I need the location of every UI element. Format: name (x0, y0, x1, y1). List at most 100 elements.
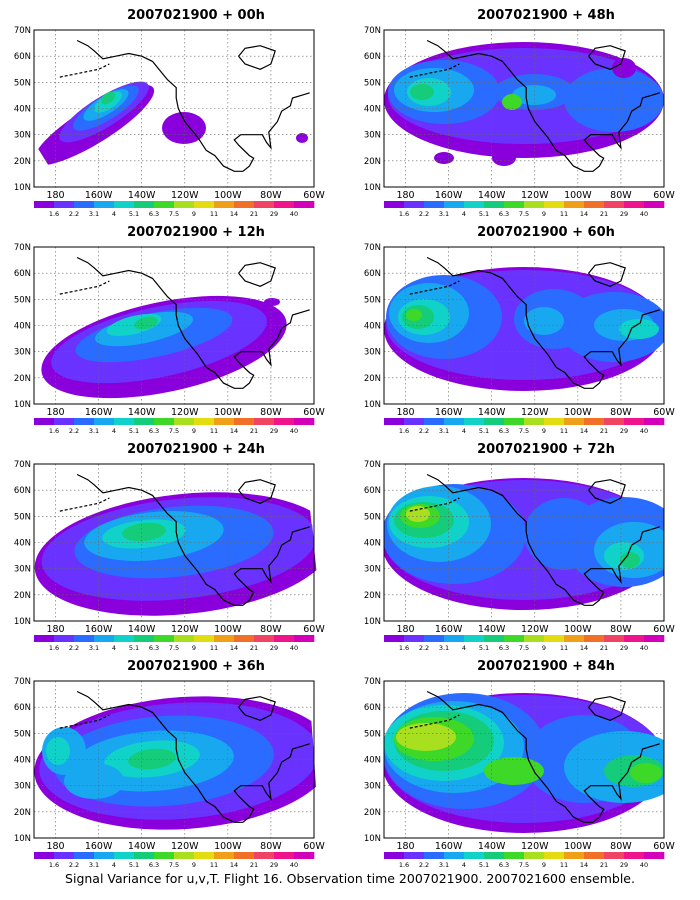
colorbar-tick-label: 5.1 (479, 644, 489, 652)
lat-tick-label: 30N (14, 131, 31, 141)
lon-tick-label: 180 (396, 624, 414, 635)
lat-tick-label: 50N (14, 78, 31, 88)
colorbar-tick-label: 3.1 (89, 861, 99, 869)
map-frame (33, 29, 315, 188)
lon-tick-label: 60W (303, 407, 325, 418)
variance-shading (34, 696, 319, 830)
color-bar: 1.6 2.2 3.1 4 5.1 6.3 7.5 9 11 14 21 29 40 (384, 418, 665, 435)
lon-tick-label: 80W (260, 190, 282, 201)
lon-tick-label: 60W (653, 841, 675, 852)
colorbar-tick-label: 6.3 (149, 210, 159, 218)
colorbar-tick-label: 9 (192, 427, 196, 435)
colorbar-tick-label: 7.5 (169, 427, 179, 435)
map-plot: 70N 60N 50N 40N 30N 20N 10N 180 160W 140W 120W 100W… (364, 460, 676, 652)
lon-tick-label: 140W (478, 624, 506, 635)
lat-tick-label: 20N (364, 157, 381, 167)
forecast-panel-p36: 2007021900 + 36h 70N 60N 50N 40N 30N 20N 10N 180… (14, 659, 366, 877)
colorbar-tick-label: 6.3 (499, 861, 509, 869)
lon-tick-label: 160W (85, 624, 113, 635)
colorbar-tick-label: 21 (600, 210, 608, 218)
colorbar-tick-label: 7.5 (169, 210, 179, 218)
colorbar-tick-label: 2.2 (69, 427, 79, 435)
colorbar-tick-label: 21 (250, 644, 258, 652)
variance-shading (384, 478, 664, 610)
colorbar-tick-label: 29 (270, 210, 278, 218)
panel-title: 2007021900 + 48h (477, 8, 615, 23)
lon-tick-label: 80W (260, 841, 282, 852)
colorbar-tick-label: 5.1 (129, 210, 139, 218)
colorbar-tick-label: 3.1 (89, 210, 99, 218)
lon-tick-label: 100W (214, 841, 242, 852)
lat-tick-label: 70N (14, 243, 31, 253)
map-frame (383, 29, 665, 188)
coastline (409, 690, 660, 823)
colorbar-tick-label: 21 (600, 861, 608, 869)
lat-tick-label: 40N (364, 105, 381, 115)
lat-tick-label: 30N (364, 782, 381, 792)
lat-tick-label: 70N (14, 460, 31, 470)
lat-tick-label: 70N (364, 460, 381, 470)
lon-tick-label: 60W (303, 190, 325, 201)
lon-tick-label: 120W (171, 624, 199, 635)
lon-tick-label: 100W (564, 190, 592, 201)
forecast-panel-p48: 2007021900 + 48h 70N 60N 50N 40N 30N 20N 10N 180… (364, 8, 700, 226)
map-frame (383, 680, 665, 839)
colorbar-tick-label: 21 (250, 861, 258, 869)
colorbar-tick-label: 29 (620, 427, 628, 435)
lat-tick-label: 60N (364, 486, 381, 496)
forecast-panel-p84: 2007021900 + 84h 70N 60N 50N 40N 30N 20N 10N 180… (364, 659, 700, 877)
forecast-panel-p00: 2007021900 + 00h 70N 60N 50N 40N 30N 20N 10N 180… (14, 8, 366, 226)
colorbar-tick-label: 1.6 (49, 644, 59, 652)
colorbar-tick-label: 9 (542, 861, 546, 869)
colorbar-tick-label: 2.2 (419, 861, 429, 869)
colorbar-tick-label: 4 (462, 861, 466, 869)
lat-tick-label: 10N (14, 617, 31, 627)
lon-tick-label: 160W (85, 190, 113, 201)
lon-tick-label: 140W (478, 407, 506, 418)
colorbar-tick-label: 9 (192, 644, 196, 652)
colorbar-tick-label: 6.3 (149, 644, 159, 652)
map-frame (33, 246, 315, 405)
colorbar-tick-label: 40 (640, 427, 648, 435)
colorbar-tick-label: 9 (542, 644, 546, 652)
grid-lines (34, 247, 315, 404)
lat-tick-label: 40N (364, 539, 381, 549)
colorbar-tick-label: 14 (230, 861, 238, 869)
colorbar-tick-label: 40 (640, 644, 648, 652)
lat-tick-label: 60N (14, 52, 31, 62)
colorbar-tick-label: 4 (112, 644, 116, 652)
colorbar-tick-label: 1.6 (399, 210, 409, 218)
forecast-panel-p12: 2007021900 + 12h 70N 60N 50N 40N 30N 20N 10N 180… (14, 225, 366, 443)
colorbar-tick-label: 5.1 (479, 427, 489, 435)
lon-tick-label: 180 (46, 624, 64, 635)
colorbar-tick-label: 21 (600, 644, 608, 652)
lon-tick-label: 60W (303, 841, 325, 852)
lat-tick-label: 10N (14, 400, 31, 410)
colorbar-tick-label: 5.1 (129, 861, 139, 869)
forecast-panel-p72: 2007021900 + 72h 70N 60N 50N 40N 30N 20N 10N 180… (364, 442, 700, 660)
colorbar-tick-label: 4 (112, 427, 116, 435)
lat-tick-label: 20N (364, 374, 381, 384)
map-plot: 70N 60N 50N 40N 30N 20N 10N 180 160W 140W 120W 100W… (14, 243, 326, 435)
lat-tick-label: 30N (14, 565, 31, 575)
colorbar-tick-label: 3.1 (439, 210, 449, 218)
lon-tick-label: 60W (653, 190, 675, 201)
colorbar-tick-label: 40 (290, 861, 298, 869)
lat-tick-label: 70N (14, 677, 31, 687)
lat-tick-label: 70N (364, 677, 381, 687)
map-plot: 70N 60N 50N 40N 30N 20N 10N 180 160W 140W 120W 100W… (14, 677, 326, 869)
colorbar-tick-label: 9 (542, 427, 546, 435)
colorbar-tick-label: 11 (210, 427, 218, 435)
lat-tick-label: 50N (364, 512, 381, 522)
lon-tick-label: 160W (435, 841, 463, 852)
panel-title: 2007021900 + 84h (477, 659, 615, 674)
colorbar-tick-label: 7.5 (519, 644, 529, 652)
variance-shading (41, 295, 287, 399)
lat-tick-label: 40N (14, 322, 31, 332)
lat-tick-label: 40N (364, 756, 381, 766)
lon-tick-label: 160W (435, 190, 463, 201)
map-frame (33, 463, 315, 622)
lon-tick-label: 60W (303, 624, 325, 635)
figure-caption: Signal Variance for u,v,T. Flight 16. Ob… (65, 871, 635, 886)
colorbar-tick-label: 7.5 (519, 427, 529, 435)
